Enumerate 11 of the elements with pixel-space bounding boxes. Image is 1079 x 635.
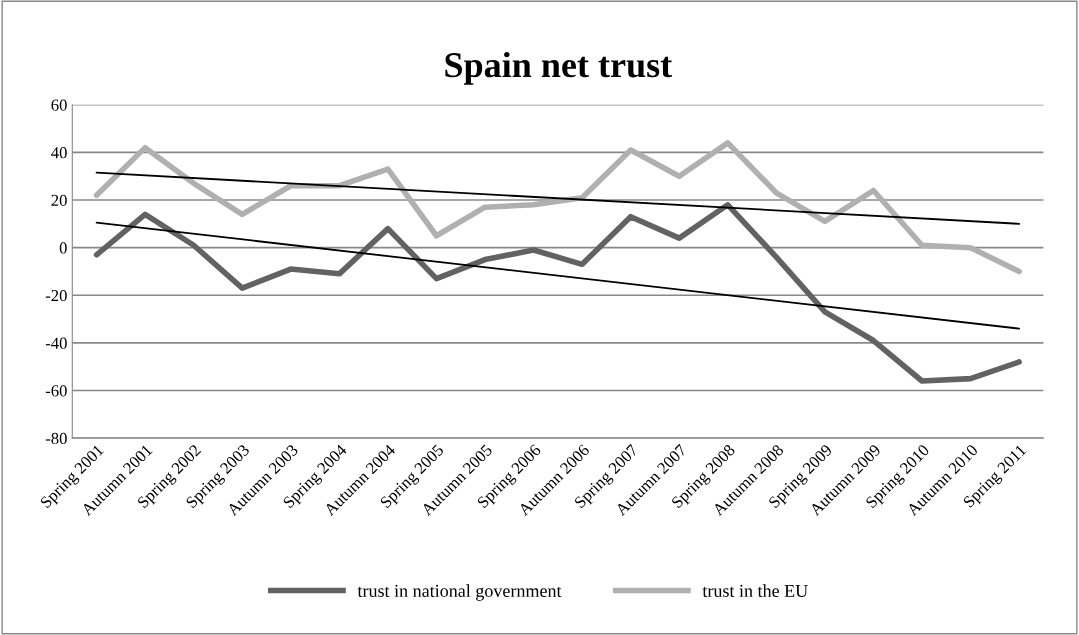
y-tick-label: 0 <box>59 242 67 254</box>
y-tick-label: -80 <box>45 432 67 445</box>
y-tick-label: 60 <box>51 99 67 111</box>
y-tick-label: -40 <box>45 337 67 349</box>
y-tick-label: -20 <box>45 289 67 302</box>
chart-title: Spain net trust <box>445 51 673 85</box>
y-tick-label: -60 <box>45 385 67 397</box>
y-tick-label: 40 <box>51 147 67 159</box>
legend-label: trust in the EU <box>702 584 808 597</box>
legend-label: trust in national government <box>357 584 562 601</box>
y-tick-label: 20 <box>51 194 67 206</box>
